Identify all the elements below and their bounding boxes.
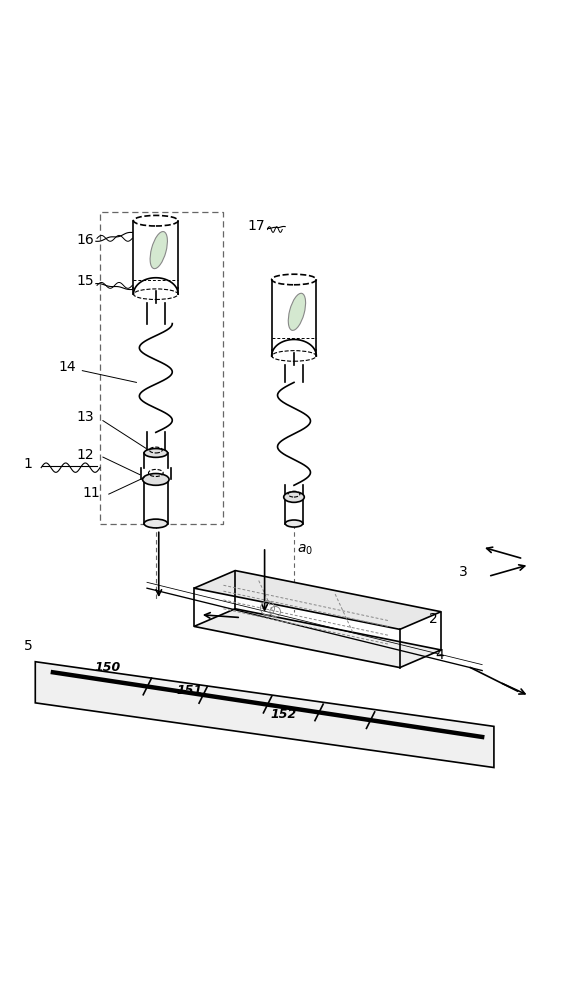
Text: 11: 11 xyxy=(82,486,100,500)
Text: 15: 15 xyxy=(76,274,94,288)
Text: 1: 1 xyxy=(24,457,32,471)
Text: 4: 4 xyxy=(435,648,444,662)
Text: 5: 5 xyxy=(24,639,32,653)
Ellipse shape xyxy=(143,474,169,485)
Text: 150: 150 xyxy=(94,661,121,674)
Polygon shape xyxy=(194,609,441,668)
Text: 12: 12 xyxy=(76,448,94,462)
Ellipse shape xyxy=(144,449,168,457)
Ellipse shape xyxy=(288,293,306,330)
Ellipse shape xyxy=(144,519,168,528)
Text: 152: 152 xyxy=(270,708,297,721)
Ellipse shape xyxy=(285,520,303,527)
Text: 2: 2 xyxy=(429,612,438,626)
Ellipse shape xyxy=(283,492,305,502)
Text: 14: 14 xyxy=(59,360,76,374)
Text: $a_0$: $a_0$ xyxy=(297,543,313,557)
Text: 3: 3 xyxy=(459,565,467,579)
Text: 17: 17 xyxy=(247,219,265,233)
Ellipse shape xyxy=(150,232,168,269)
Text: 16: 16 xyxy=(76,233,94,247)
Polygon shape xyxy=(194,571,441,629)
Text: 151: 151 xyxy=(176,684,203,697)
Text: 13: 13 xyxy=(76,410,94,424)
Polygon shape xyxy=(35,662,494,768)
